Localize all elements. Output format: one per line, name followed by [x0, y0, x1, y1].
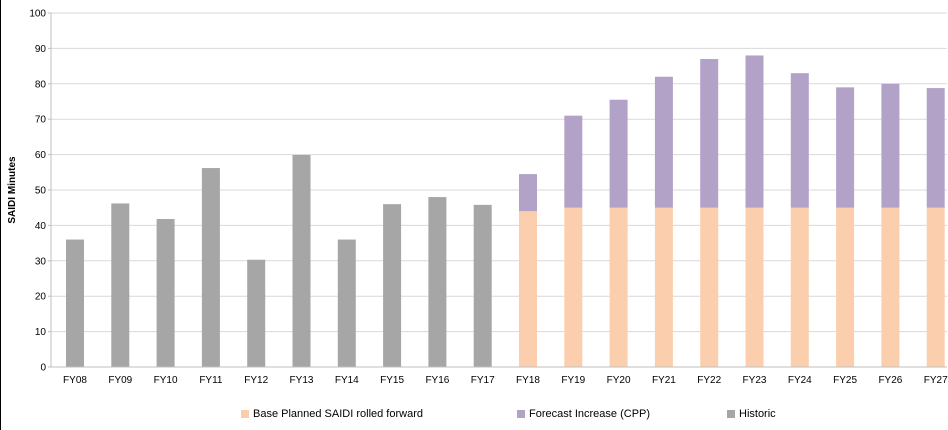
bar-fy27-series-1	[926, 88, 945, 208]
x-tick-label: FY20	[607, 375, 631, 386]
y-tick-label: 40	[35, 221, 47, 232]
bar-fy27-series-0	[926, 207, 945, 367]
x-tick-label: FY21	[652, 375, 676, 386]
legend-label: Base Planned SAIDI rolled forward	[253, 408, 423, 420]
x-tick-label: FY17	[471, 375, 495, 386]
bar-fy23-series-0	[745, 207, 764, 367]
x-tick-label: FY26	[878, 375, 902, 386]
x-tick-label: FY13	[290, 375, 314, 386]
legend-item: Historic	[727, 408, 776, 420]
bar-fy15-series-2	[383, 204, 402, 367]
bar-fy08-series-2	[66, 239, 84, 367]
bar-fy09-series-2	[111, 203, 130, 367]
bar-fy19-series-0	[564, 207, 583, 367]
bar-fy23-series-1	[745, 55, 764, 208]
x-tick-label: FY24	[788, 375, 812, 386]
legend-item: Forecast Increase (CPP)	[517, 408, 650, 420]
x-tick-label: FY25	[833, 375, 857, 386]
y-axis-title: SAIDI Minutes	[7, 156, 18, 224]
y-tick-label: 30	[35, 256, 47, 267]
bar-fy25-series-1	[836, 87, 855, 208]
y-tick-label: 0	[40, 363, 46, 374]
axes: 0 10 20 30 40 50 60 70 80 90 100 FY08 FY09 FY10 FY11 FY…	[29, 9, 948, 387]
bar-fy21-series-0	[654, 207, 673, 367]
x-tick-label: FY12	[244, 375, 268, 386]
y-tick-label: 70	[35, 115, 47, 126]
bar-fy20-series-1	[609, 99, 628, 208]
bar-fy25-series-0	[836, 207, 855, 367]
bar-fy17-series-2	[473, 204, 492, 367]
chart-plot: 0 10 20 30 40 50 60 70 80 90 100 FY08 FY09 FY10 FY11 FY…	[7, 9, 948, 387]
bar-fy26-series-1	[881, 83, 900, 208]
bar-fy22-series-0	[700, 207, 719, 367]
y-tick-label: 20	[35, 292, 47, 303]
bar-fy18-series-1	[519, 174, 537, 212]
y-tick-label: 90	[35, 44, 47, 55]
legend-label: Historic	[739, 408, 776, 420]
legend-swatch	[727, 410, 735, 418]
bar-fy24-series-0	[790, 207, 809, 367]
x-tick-label: FY22	[697, 375, 721, 386]
bar-fy22-series-1	[700, 59, 719, 208]
legend: Base Planned SAIDI rolled forward Forecas…	[1, 408, 948, 428]
bar-fy10-series-2	[156, 219, 175, 367]
x-tick-label: FY16	[425, 375, 449, 386]
bar-fy26-series-0	[881, 207, 900, 367]
bar-fy19-series-1	[564, 115, 583, 208]
legend-label: Forecast Increase (CPP)	[529, 408, 651, 420]
x-tick-label: FY15	[380, 375, 404, 386]
x-tick-label: FY18	[516, 375, 540, 386]
bar-fy16-series-2	[428, 197, 447, 367]
bar-fy14-series-2	[337, 239, 356, 367]
legend-swatch	[241, 410, 249, 418]
x-tick-label: FY27	[924, 375, 948, 386]
x-tick-label: FY23	[743, 375, 767, 386]
y-tick-label: 80	[35, 79, 47, 90]
x-tick-label: FY09	[108, 375, 132, 386]
x-tick-label: FY11	[199, 375, 223, 386]
x-tick-label: FY10	[154, 375, 178, 386]
y-tick-label: 100	[29, 9, 46, 20]
bar-fy12-series-2	[247, 259, 266, 367]
bar-fy18-series-0	[519, 211, 537, 367]
bar-fy11-series-2	[201, 168, 220, 367]
gridlines	[51, 12, 947, 333]
bar-fy24-series-1	[790, 73, 809, 208]
y-tick-label: 10	[35, 327, 47, 338]
legend-swatch	[517, 410, 525, 418]
legend-item: Base Planned SAIDI rolled forward	[241, 408, 423, 420]
bars	[66, 55, 945, 367]
y-tick-label: 50	[35, 186, 47, 197]
y-tick-label: 60	[35, 150, 47, 161]
bar-fy21-series-1	[654, 76, 673, 208]
x-tick-label: FY19	[561, 375, 585, 386]
bar-fy20-series-0	[609, 207, 628, 367]
x-tick-label: FY14	[335, 375, 359, 386]
bar-fy13-series-2	[292, 154, 311, 367]
x-tick-label: FY08	[63, 375, 87, 386]
